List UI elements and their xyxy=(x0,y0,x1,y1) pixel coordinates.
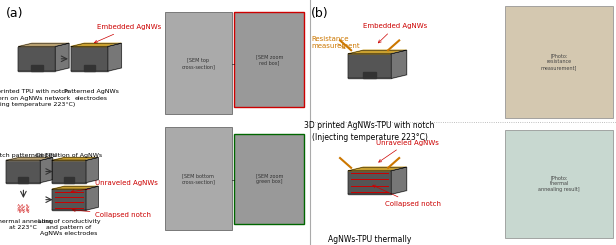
Polygon shape xyxy=(71,43,121,47)
Text: Collapsed notch: Collapsed notch xyxy=(373,185,441,207)
Polygon shape xyxy=(348,54,391,78)
Text: Unraveled AgNWs: Unraveled AgNWs xyxy=(71,180,158,193)
Polygon shape xyxy=(348,171,391,194)
Polygon shape xyxy=(55,43,69,71)
Text: Thermal annealing
at 223°C: Thermal annealing at 223°C xyxy=(0,219,53,230)
Polygon shape xyxy=(18,177,28,183)
Text: [Photo:
thermal
annealing result]: [Photo: thermal annealing result] xyxy=(538,175,580,192)
Text: (b): (b) xyxy=(311,7,329,20)
Polygon shape xyxy=(108,43,121,71)
Text: Collapsed notch: Collapsed notch xyxy=(73,209,152,218)
Text: Unraveled AgNWs: Unraveled AgNWs xyxy=(376,140,439,162)
Polygon shape xyxy=(6,158,53,160)
Text: (a): (a) xyxy=(6,7,23,20)
FancyBboxPatch shape xyxy=(165,12,232,114)
Text: [SEM zoom
red box]: [SEM zoom red box] xyxy=(256,55,283,65)
Text: Deposition of AgNWs: Deposition of AgNWs xyxy=(36,153,102,158)
Text: 3D printed TPU with notch
pattern on AgNWs network
(Injecting temperature 223°C): 3D printed TPU with notch pattern on AgN… xyxy=(0,89,75,107)
Polygon shape xyxy=(86,158,99,183)
FancyBboxPatch shape xyxy=(165,127,232,230)
FancyBboxPatch shape xyxy=(505,130,613,238)
FancyBboxPatch shape xyxy=(505,6,613,118)
Text: Loss of conductivity
and pattern of
AgNWs electrodes: Loss of conductivity and pattern of AgNW… xyxy=(38,219,100,236)
Polygon shape xyxy=(391,50,407,78)
Polygon shape xyxy=(6,160,41,183)
Polygon shape xyxy=(52,189,86,210)
Text: [SEM zoom
green box]: [SEM zoom green box] xyxy=(256,173,283,184)
Polygon shape xyxy=(348,50,407,54)
Polygon shape xyxy=(86,186,99,210)
Polygon shape xyxy=(363,72,376,78)
Text: Patterned AgNWs
electrodes: Patterned AgNWs electrodes xyxy=(63,89,119,101)
Polygon shape xyxy=(64,177,74,183)
Text: Embedded AgNWs: Embedded AgNWs xyxy=(363,23,428,43)
Text: Resistance
measurement: Resistance measurement xyxy=(311,36,360,49)
Text: Embedded AgNWs: Embedded AgNWs xyxy=(94,24,161,43)
Polygon shape xyxy=(391,167,407,194)
Polygon shape xyxy=(41,158,53,183)
Text: AgNWs-TPU thermally
annealed at 223°C: AgNWs-TPU thermally annealed at 223°C xyxy=(328,235,411,245)
Polygon shape xyxy=(18,43,69,47)
Polygon shape xyxy=(52,158,99,160)
Text: [SEM top
cross-section]: [SEM top cross-section] xyxy=(182,58,215,69)
Polygon shape xyxy=(71,47,108,71)
Polygon shape xyxy=(84,65,95,71)
Polygon shape xyxy=(31,65,43,71)
Polygon shape xyxy=(52,186,99,189)
Text: ∿∿∿: ∿∿∿ xyxy=(17,209,30,214)
Polygon shape xyxy=(52,160,86,183)
Text: [Photo:
resistance
measurement]: [Photo: resistance measurement] xyxy=(541,53,577,70)
Text: Notch patterned TPU: Notch patterned TPU xyxy=(0,153,56,158)
Text: ∿∿∿: ∿∿∿ xyxy=(17,205,30,209)
FancyBboxPatch shape xyxy=(234,134,304,224)
Text: ∿∿∿: ∿∿∿ xyxy=(17,207,30,212)
FancyBboxPatch shape xyxy=(234,12,304,107)
Polygon shape xyxy=(348,167,407,171)
Text: 3D printed AgNWs-TPU with notch
(Injecting temperature 223°C): 3D printed AgNWs-TPU with notch (Injecti… xyxy=(304,121,435,142)
Text: [SEM bottom
cross-section]: [SEM bottom cross-section] xyxy=(182,173,215,184)
Polygon shape xyxy=(18,47,55,71)
